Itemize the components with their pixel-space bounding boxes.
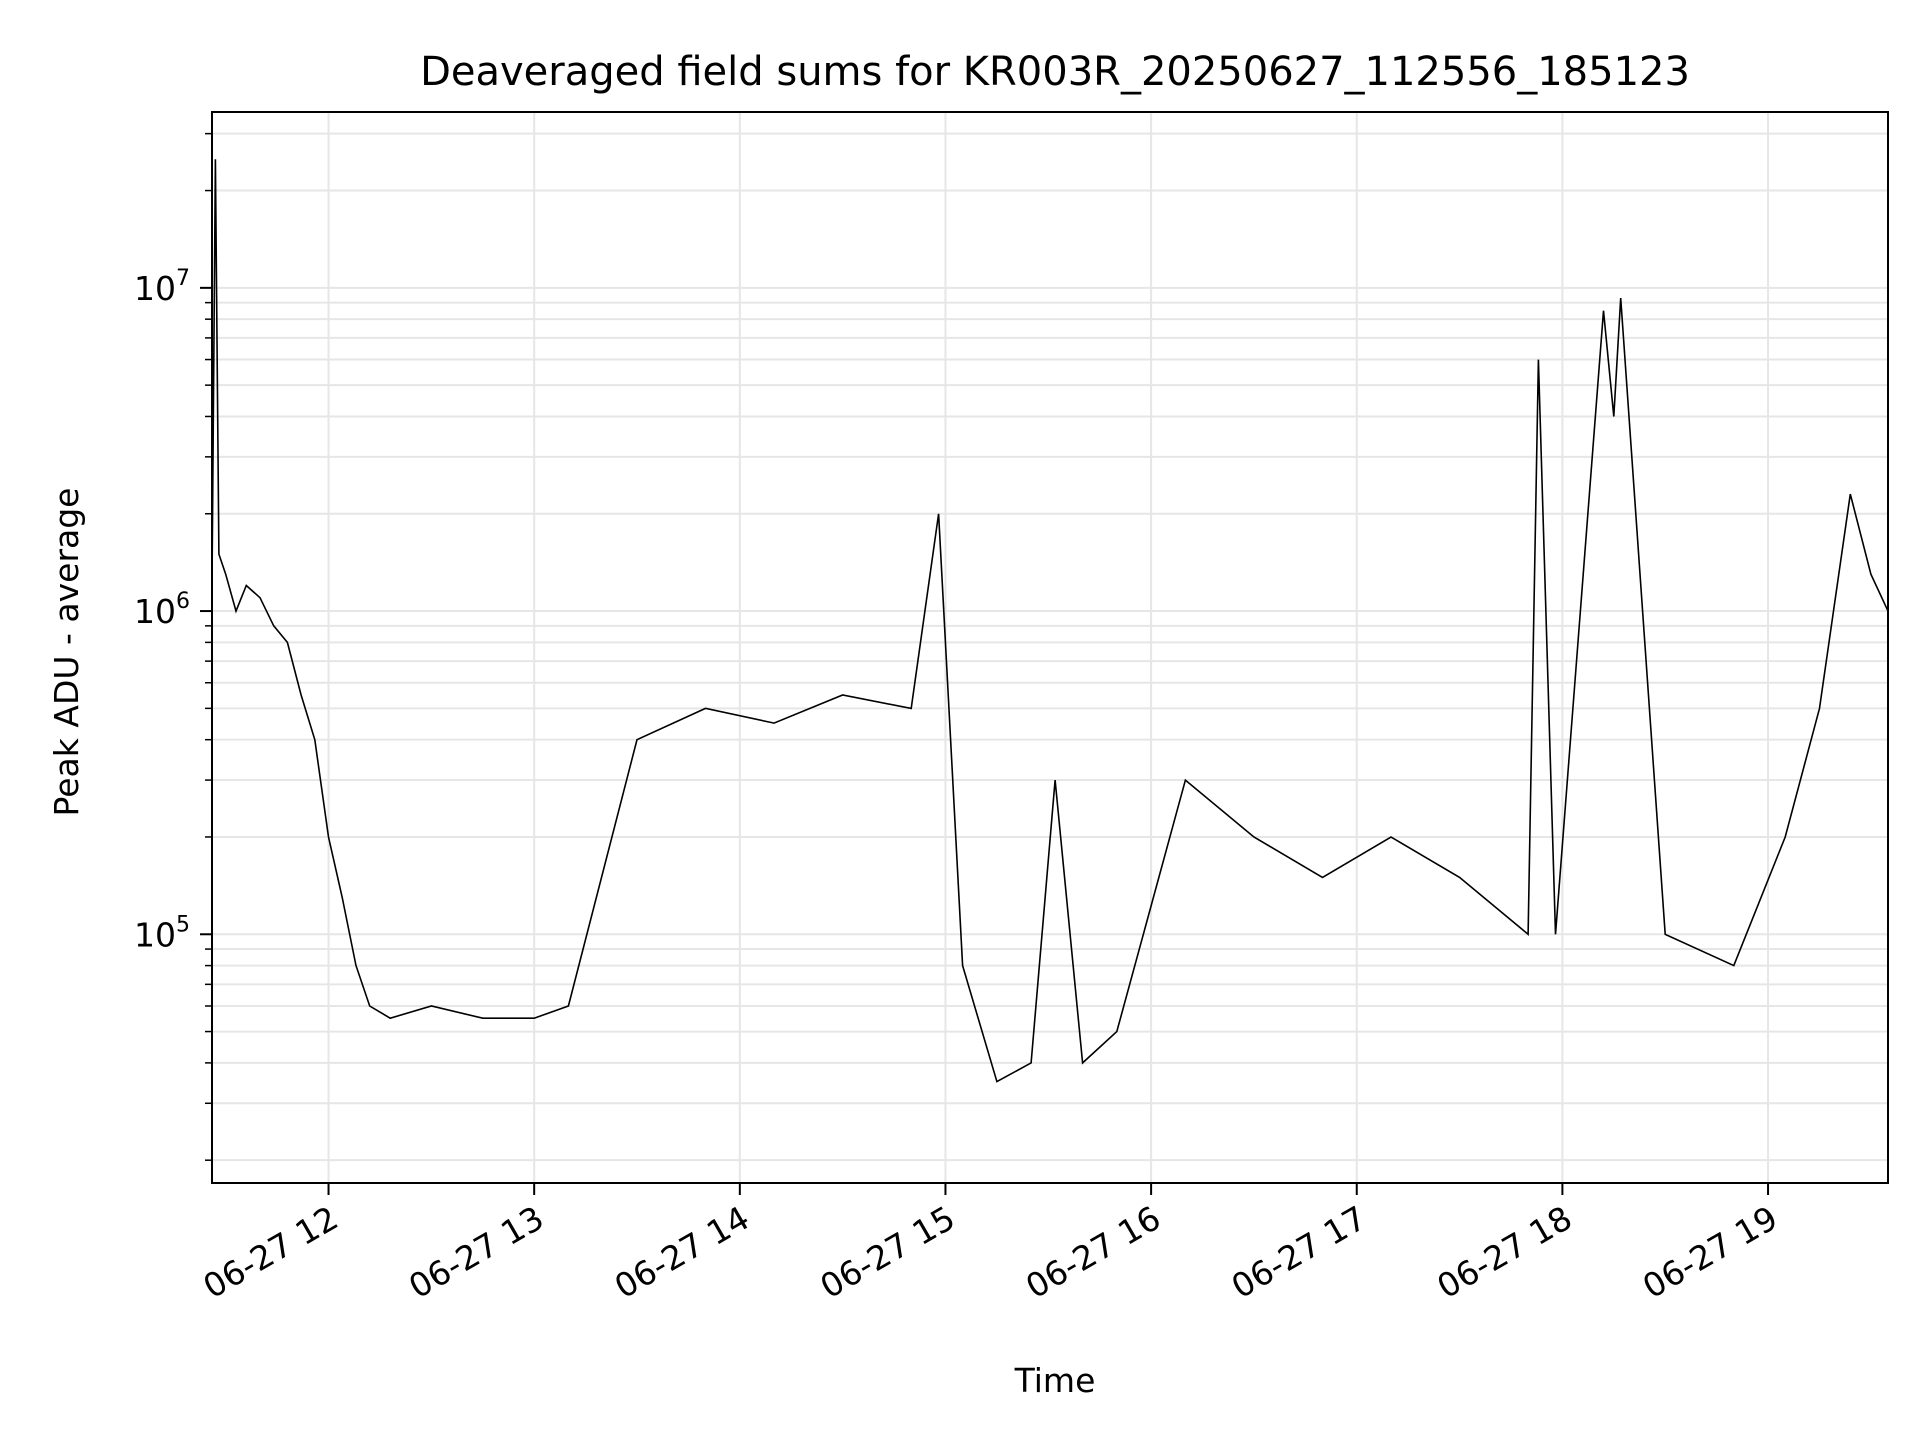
- y-tick-label: 107: [134, 266, 190, 308]
- x-axis-label: Time: [1014, 1361, 1096, 1400]
- y-tick-label: 105: [134, 912, 190, 954]
- chart-title: Deaveraged field sums for KR003R_2025062…: [420, 49, 1690, 95]
- plot-frame: [211, 111, 1889, 1184]
- series-layer: [211, 159, 1889, 1083]
- y-axis-label: Peak ADU - average: [47, 488, 86, 817]
- series-line: [211, 159, 1889, 1083]
- y-tick-label: 106: [134, 589, 190, 631]
